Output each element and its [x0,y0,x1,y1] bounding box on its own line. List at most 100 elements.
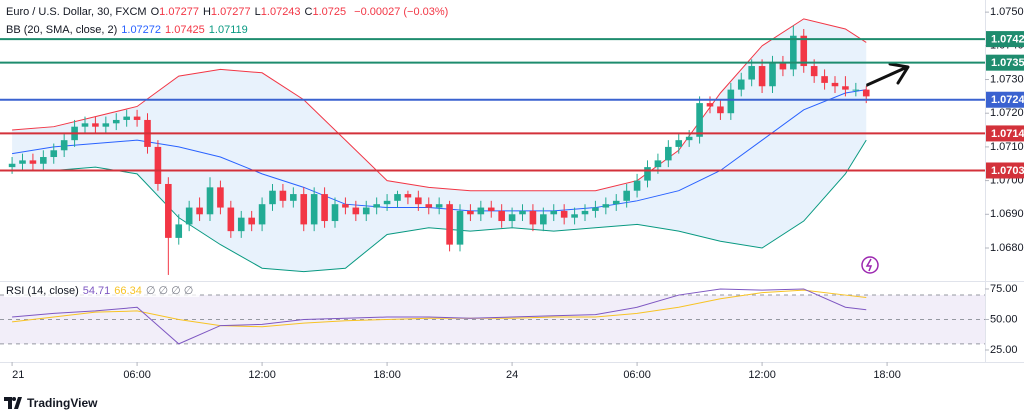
y-tick-label: 1.0680 [990,242,1024,254]
candle-body [279,190,287,201]
ohlc-item: L1.07243 [255,6,301,18]
candle-body [352,207,360,215]
candle-body [727,89,735,114]
rsi-line [12,288,867,345]
rsi-label: RSI (14, close) [6,285,79,297]
candle-body [800,35,808,67]
level-label: 1.0714 [991,128,1024,140]
rsi-ma-value: 66.34 [114,285,142,297]
bb-upper-value: 1.07425 [165,24,205,36]
candle-body [623,190,630,201]
level-label: 1.0735 [991,57,1024,69]
candle-body [685,136,693,141]
ohlc-value: 1.0725 [312,6,347,18]
candle-body [40,157,47,164]
candle-body [446,204,453,245]
rsi-y-tick-label: 50.00 [990,313,1018,325]
candle-body [269,190,276,205]
candle-body [81,123,89,127]
candle-body [404,194,412,198]
candle-body [540,214,547,225]
candle-body [133,116,141,120]
ohlc-value: 1.07243 [260,6,301,18]
candle-body [165,183,172,238]
candle-body [790,35,797,70]
candle-body [196,207,203,215]
ohlc-values: O1.07277 H1.07277 L1.07243 C1.0725 [151,6,351,18]
candle-body [60,140,68,151]
candle-body [737,79,745,90]
candle-body [602,204,610,208]
ohlc-value: 1.07277 [159,6,199,18]
candle-body [92,123,99,127]
candle-body [102,123,110,127]
candle-body [467,210,474,215]
y-tick-label: 1.0720 [990,107,1024,119]
bb-fill [12,18,867,272]
candle-body [487,207,495,211]
candle-body [529,210,537,225]
y-tick-label: 1.0750 [990,6,1024,18]
candle-body [373,204,380,208]
ohlc-value: 1.07277 [210,6,251,18]
y-tick-label: 1.0710 [990,141,1024,153]
y-tick-label: 1.0690 [990,208,1024,220]
candle-body [154,146,162,184]
candle-body [258,204,266,225]
candle-body [779,62,787,70]
level-label-box [986,54,1024,71]
rsi-legend: RSI (14, close) 54.71 66.34 ∅ ∅ ∅ ∅ [4,284,200,297]
candle-body [248,217,255,225]
bb-middle-value: 1.07272 [121,24,162,36]
rsi-value: 54.71 [82,285,111,297]
candle-body [112,119,120,124]
x-tick-label: 06:00 [623,369,651,381]
candle-body [477,207,485,215]
candle-body [175,224,183,238]
candle-body [581,210,589,215]
candle-body [237,217,245,232]
candle-body [206,187,214,215]
candle-body [383,200,391,205]
candle-body [633,180,641,191]
candle-body [342,204,349,208]
candle-body [665,146,672,161]
candle-body [862,89,870,97]
level-label: 1.0742 [991,33,1024,45]
x-tick-label: 12:00 [248,369,276,381]
rsi-y-tick-label: 25.00 [990,344,1018,356]
level-label-box [986,91,1024,108]
candle-body [717,106,724,114]
rsi-ma [12,289,867,328]
event-icon [861,256,879,274]
x-tick-label: 12:00 [748,369,776,381]
candle-body [415,197,422,205]
ohlc-key: H [202,6,211,18]
candle-body [810,66,818,77]
symbol-title: Euro / U.S. Dollar, 30, FXCM [6,6,147,18]
candle-body [331,204,339,222]
symbol-legend: Euro / U.S. Dollar, 30, FXCM O1.07277 H1.0… [4,6,455,18]
footer: TradingView [4,396,97,410]
candle-body [300,194,308,225]
candle-body [19,160,26,164]
candle-body [123,116,130,120]
level-label: 1.0703 [991,165,1024,177]
rsi-extra: ∅ ∅ ∅ ∅ [145,285,194,297]
candle-body [519,210,526,215]
candle-body [842,86,849,90]
candle-body [831,82,839,87]
candle-body [425,204,433,208]
candle-body [498,210,505,222]
bb-label: BB (20, SMA, close, 2) [6,24,118,36]
candle-body [456,210,464,245]
ohlc-item: O1.07277 [151,6,199,18]
level-label-box [986,162,1024,179]
x-tick-label: 21 [12,369,24,381]
bb-legend: BB (20, SMA, close, 2) 1.07272 1.07425 1.07… [4,24,254,36]
ohlc-item: C1.0725 [305,6,347,18]
level-label: 1.0724 [991,94,1024,106]
candle-body [362,207,370,215]
change: −0.00027 (−0.03%) [354,6,449,18]
